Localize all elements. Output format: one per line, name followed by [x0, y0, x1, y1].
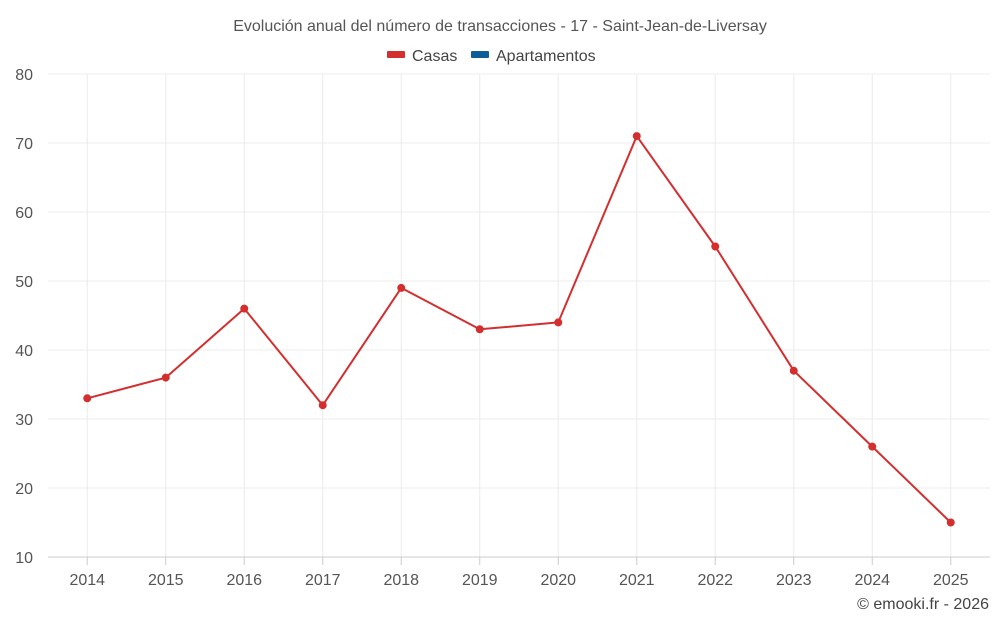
x-tick-label: 2018 — [383, 572, 419, 589]
x-tick-label: 2014 — [69, 572, 105, 589]
data-point[interactable] — [946, 518, 955, 527]
y-tick-label: 50 — [15, 274, 33, 291]
legend: Casas Apartamentos — [387, 48, 596, 65]
legend-swatch-casas — [387, 51, 405, 58]
legend-item-apartamentos[interactable]: Apartamentos — [471, 48, 596, 65]
legend-label-apartamentos: Apartamentos — [496, 48, 596, 65]
data-point[interactable] — [789, 366, 798, 375]
y-tick-label: 40 — [15, 343, 33, 360]
data-point[interactable] — [475, 325, 484, 334]
x-tick-label: 2024 — [854, 572, 890, 589]
x-tick-label: 2020 — [540, 572, 576, 589]
series-layer — [83, 132, 955, 527]
data-point[interactable] — [554, 318, 563, 327]
data-point[interactable] — [161, 373, 170, 382]
legend-item-casas[interactable]: Casas — [387, 48, 457, 65]
legend-swatch-apartamentos — [471, 51, 489, 58]
series-line-casas — [86, 135, 952, 524]
x-tick-label: 2016 — [226, 572, 262, 589]
legend-label-casas: Casas — [412, 48, 457, 65]
data-point[interactable] — [240, 304, 249, 313]
x-tick-label: 2015 — [148, 572, 184, 589]
y-tick-label: 80 — [15, 67, 33, 84]
grid — [48, 73, 990, 557]
x-tick-label: 2017 — [305, 572, 341, 589]
y-tick-label: 70 — [15, 136, 33, 153]
y-axis: 10 20 30 40 50 60 70 80 — [15, 67, 33, 567]
data-point[interactable] — [868, 442, 877, 451]
data-point[interactable] — [711, 242, 720, 251]
x-tick-label: 2023 — [776, 572, 812, 589]
chart-title: Evolución anual del número de transaccio… — [233, 18, 767, 35]
series-casas — [83, 132, 955, 527]
y-tick-label: 30 — [15, 412, 33, 429]
data-point[interactable] — [318, 401, 327, 410]
x-tick-label: 2025 — [933, 572, 969, 589]
x-tick-label: 2019 — [462, 572, 498, 589]
y-tick-label: 10 — [15, 550, 33, 567]
data-point[interactable] — [632, 132, 641, 141]
x-tick-label: 2021 — [619, 572, 655, 589]
x-tick-label: 2022 — [697, 572, 733, 589]
data-point[interactable] — [83, 394, 92, 403]
y-tick-label: 60 — [15, 205, 33, 222]
data-point[interactable] — [397, 283, 406, 292]
credit-text: © emooki.fr - 2026 — [857, 596, 989, 613]
y-tick-label: 20 — [15, 481, 33, 498]
x-axis: 2014 2015 2016 2017 2018 2019 2020 2021 2022 2023… — [48, 556, 990, 589]
